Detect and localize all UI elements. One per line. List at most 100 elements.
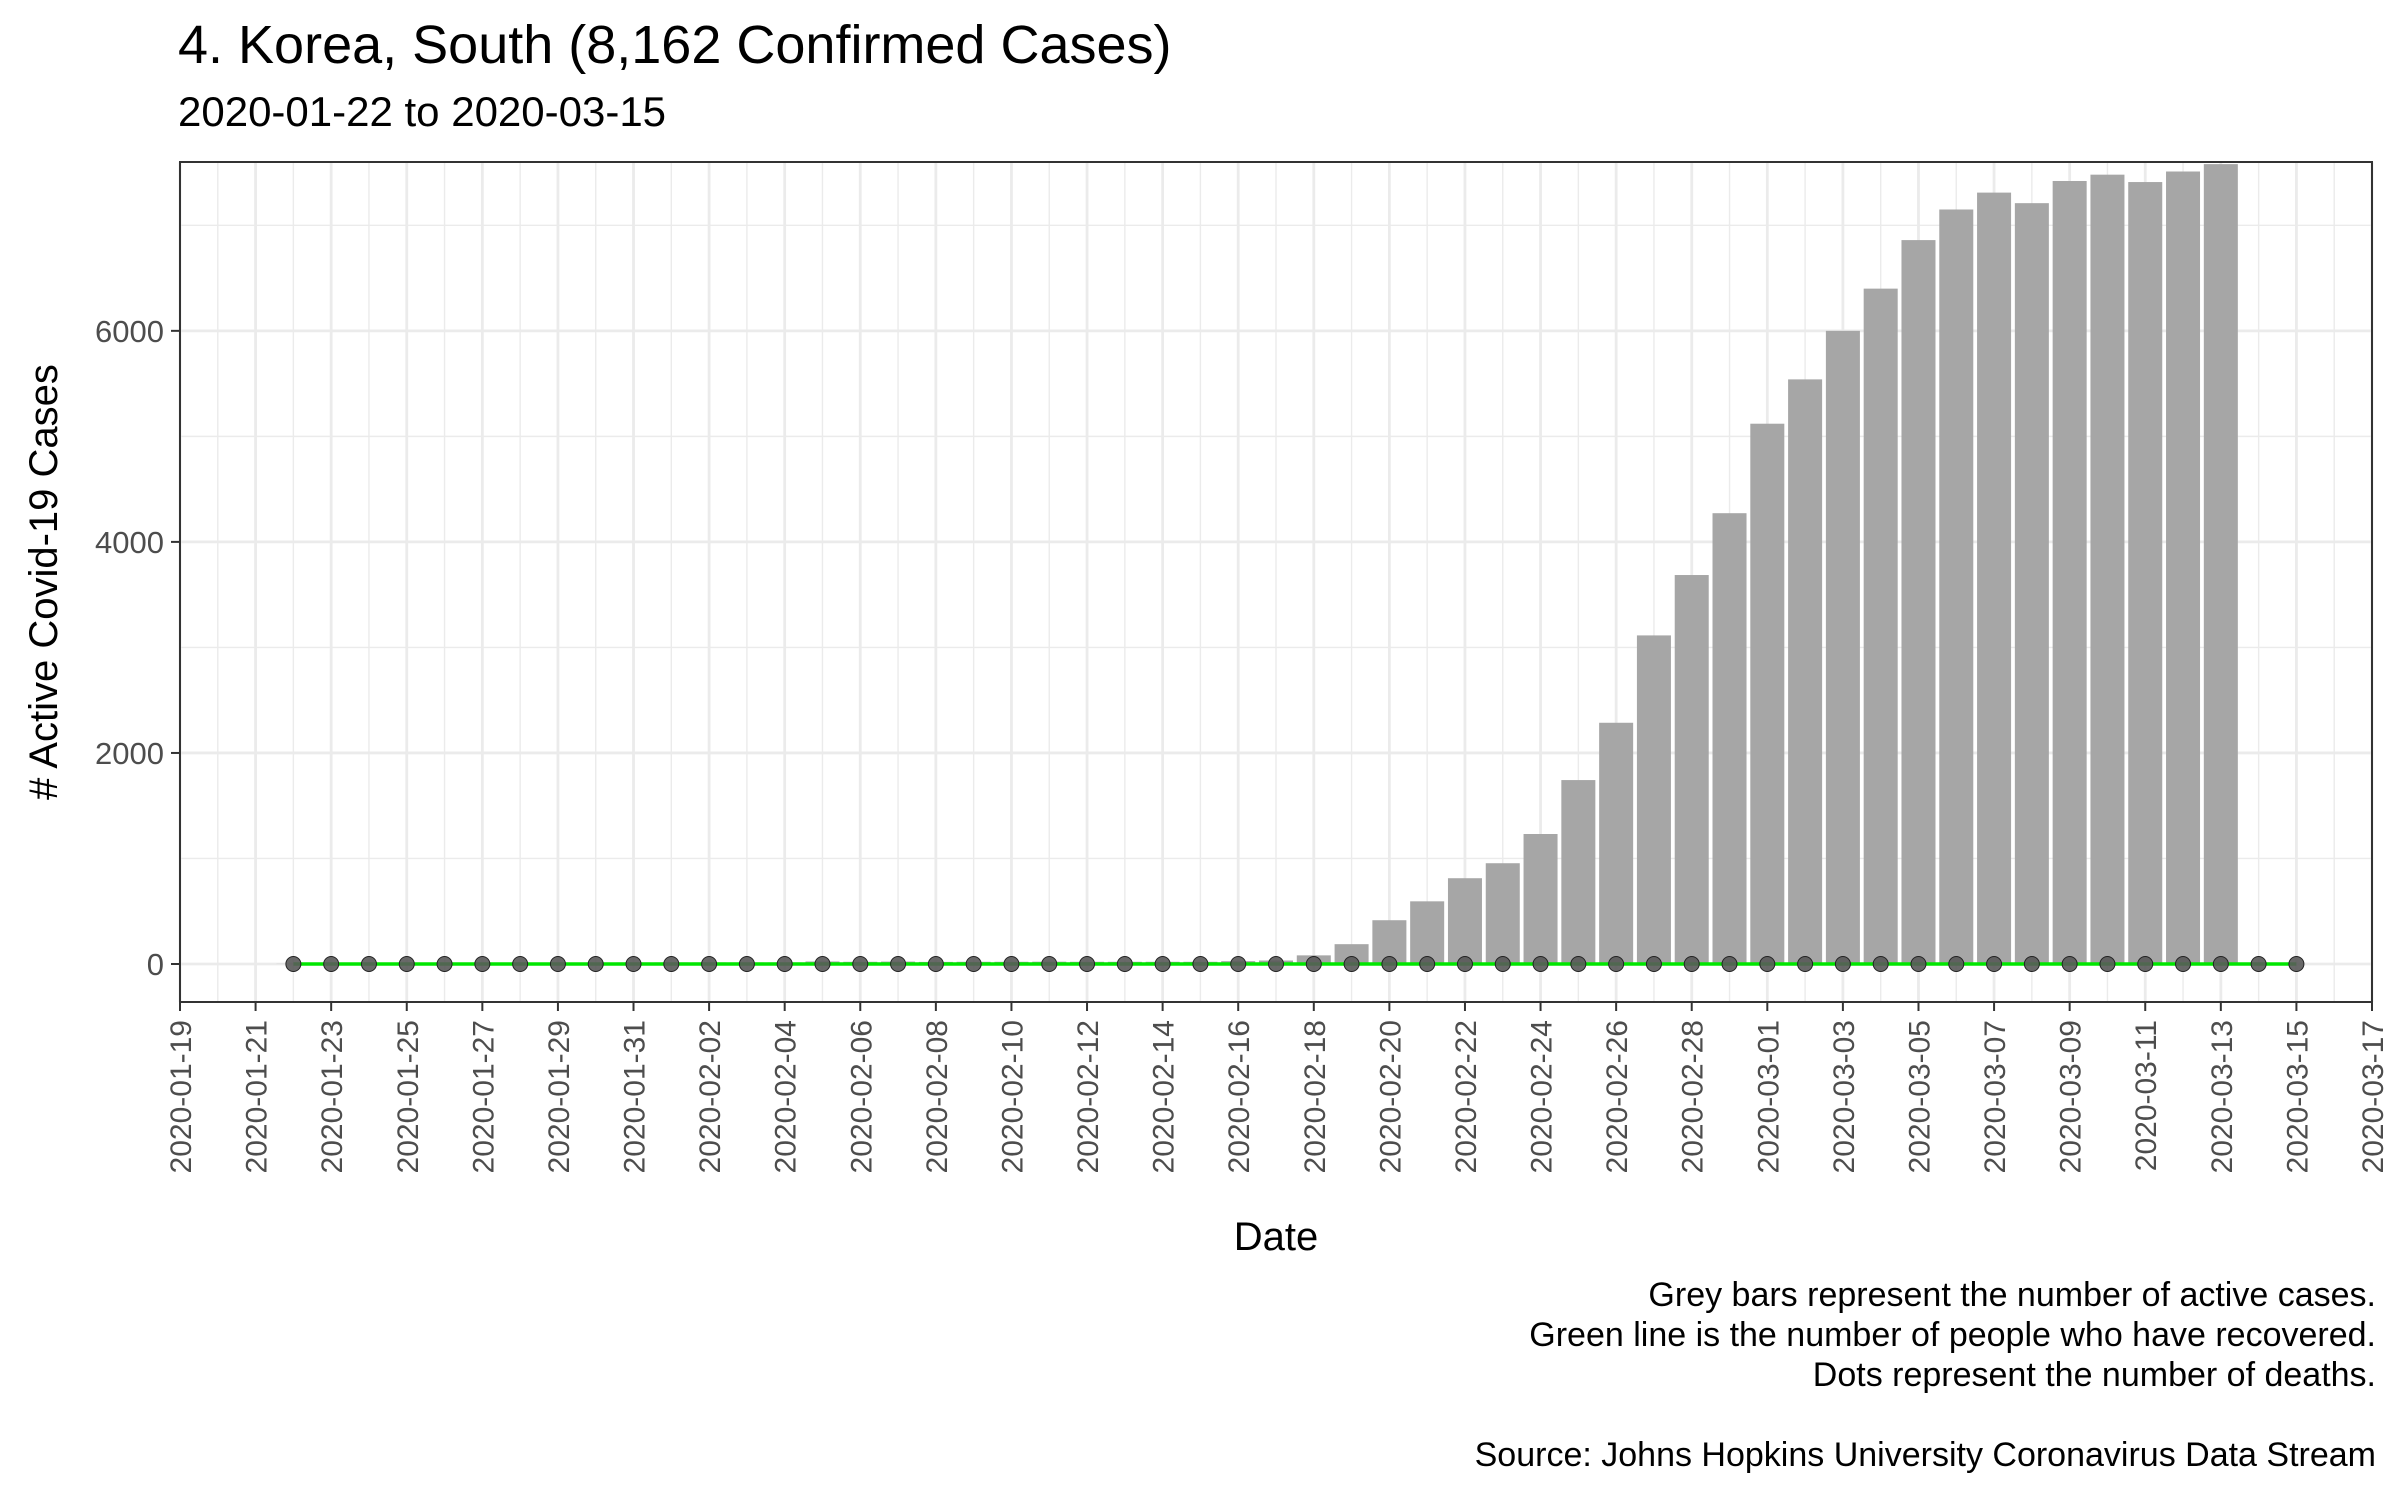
y-tick-label: 2000 — [95, 736, 164, 771]
x-tick-label: 2020-01-23 — [316, 1020, 349, 1173]
death-dot — [1608, 956, 1625, 973]
death-dot — [2250, 956, 2267, 973]
active-cases-bar — [2014, 203, 2049, 965]
death-dot — [965, 956, 982, 973]
death-dot — [927, 956, 944, 973]
x-tick-label: 2020-02-02 — [694, 1020, 727, 1173]
x-tick-label: 2020-02-26 — [1601, 1020, 1634, 1173]
death-dot — [587, 956, 604, 973]
death-dot — [1154, 956, 1171, 973]
caption-bars-note: Grey bars represent the number of active… — [1648, 1276, 2376, 1314]
active-cases-bar — [1334, 944, 1369, 965]
x-tick-label: 2020-03-01 — [1752, 1020, 1785, 1173]
active-cases-bar — [2203, 164, 2238, 965]
death-dot — [1910, 956, 1927, 973]
x-tick-label: 2020-02-14 — [1148, 1020, 1181, 1173]
death-dot — [1834, 956, 1851, 973]
y-tick-label: 4000 — [95, 525, 164, 560]
death-dot — [1192, 956, 1209, 973]
active-cases-bar — [2128, 182, 2163, 965]
death-dot — [285, 956, 302, 973]
x-tick-label: 2020-02-16 — [1223, 1020, 1256, 1173]
active-cases-bar — [1939, 209, 1974, 965]
caption-source: Source: Johns Hopkins University Coronav… — [1474, 1436, 2376, 1474]
active-cases-bar — [1750, 423, 1785, 965]
x-tick-label: 2020-02-20 — [1374, 1020, 1407, 1173]
death-dot — [1041, 956, 1058, 973]
death-dot — [701, 956, 718, 973]
x-tick-label: 2020-02-28 — [1677, 1020, 1710, 1173]
x-tick-label: 2020-03-11 — [2130, 1020, 2163, 1171]
x-tick-label: 2020-02-22 — [1450, 1020, 1483, 1173]
chart-title: 4. Korea, South (8,162 Confirmed Cases) — [178, 15, 1172, 75]
death-dot — [814, 956, 831, 973]
x-axis-title: Date — [1234, 1215, 1319, 1259]
death-dot — [1532, 956, 1549, 973]
x-tick-label: 2020-03-09 — [2055, 1020, 2088, 1173]
death-dot — [738, 956, 755, 973]
death-dot — [2288, 956, 2305, 973]
x-tick-label: 2020-03-17 — [2357, 1020, 2390, 1173]
death-dot — [1721, 956, 1738, 973]
active-cases-bar — [2090, 174, 2125, 965]
active-cases-bar — [1636, 635, 1671, 965]
death-dot — [776, 956, 793, 973]
death-dot — [1948, 956, 1965, 973]
death-dot — [549, 956, 566, 973]
x-tick-label: 2020-02-10 — [996, 1020, 1029, 1173]
y-tick-label: 0 — [147, 947, 164, 982]
death-dot — [1456, 956, 1473, 973]
death-dot — [2175, 956, 2192, 973]
x-tick-label: 2020-02-12 — [1072, 1020, 1105, 1173]
death-dot — [1079, 956, 1096, 973]
x-tick-label: 2020-01-29 — [543, 1020, 576, 1173]
death-dot — [1381, 956, 1398, 973]
axes: 0 2000 4000 6000 2020-01-19 2020-01-21 2020-01… — [22, 314, 2390, 1259]
death-dot — [2061, 956, 2078, 973]
death-dot — [1003, 956, 1020, 973]
y-tick-label: 6000 — [95, 314, 164, 349]
death-dot — [1759, 956, 1776, 973]
active-cases-bar — [1825, 330, 1860, 965]
death-dot — [890, 956, 907, 973]
death-dot — [398, 956, 415, 973]
death-dot — [1268, 956, 1284, 973]
x-tick-label: 2020-03-07 — [1979, 1020, 2012, 1173]
caption-dots-note: Dots represent the number of deaths. — [1812, 1356, 2376, 1394]
x-tick-label: 2020-01-19 — [165, 1020, 198, 1173]
x-tick-label: 2020-01-25 — [392, 1020, 425, 1173]
death-dot — [474, 956, 491, 973]
death-dot — [1230, 956, 1247, 973]
x-tick-label: 2020-03-05 — [1903, 1020, 1936, 1173]
active-cases-bar — [1901, 240, 1936, 965]
x-tick-label: 2020-02-08 — [921, 1020, 954, 1173]
active-cases-bar — [1523, 834, 1558, 965]
death-dot — [1872, 956, 1889, 973]
x-tick-label: 2020-02-06 — [845, 1020, 878, 1173]
x-tick-label: 2020-03-03 — [1828, 1020, 1861, 1173]
chart-subtitle: 2020-01-22 to 2020-03-15 — [178, 88, 667, 135]
y-axis-title: # Active Covid-19 Cases — [22, 364, 66, 800]
active-cases-bar — [2166, 171, 2201, 965]
death-dot — [2099, 956, 2116, 973]
active-cases-bar — [1788, 379, 1823, 965]
active-cases-bars — [276, 164, 2238, 965]
x-tick-label: 2020-01-31 — [619, 1020, 652, 1173]
death-dot — [1683, 956, 1700, 973]
death-dot — [1797, 956, 1814, 973]
death-dot — [1116, 956, 1133, 973]
death-dot — [2137, 956, 2154, 973]
death-dot — [512, 956, 529, 973]
death-dot — [1419, 956, 1436, 973]
active-cases-bar — [1447, 878, 1482, 965]
active-cases-bar — [1485, 863, 1520, 965]
death-dot — [663, 956, 680, 973]
death-dot — [1305, 956, 1322, 973]
deaths-dots — [285, 956, 2305, 973]
chart-caption: Grey bars represent the number of active… — [1475, 1275, 2376, 1475]
death-dot — [1494, 956, 1511, 973]
x-tick-label: 2020-02-18 — [1299, 1020, 1332, 1173]
x-tick-label: 2020-01-27 — [467, 1020, 500, 1173]
x-tick-label: 2020-02-04 — [770, 1020, 803, 1173]
